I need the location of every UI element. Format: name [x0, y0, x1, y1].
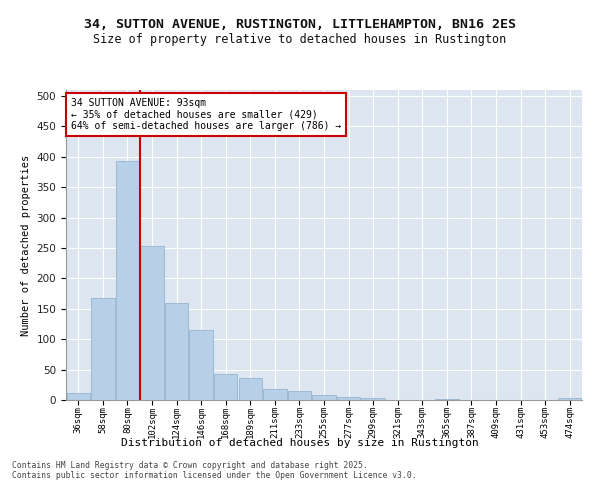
Text: Contains HM Land Registry data © Crown copyright and database right 2025.
Contai: Contains HM Land Registry data © Crown c…: [12, 460, 416, 480]
Bar: [214, 374, 238, 400]
Bar: [313, 395, 335, 400]
Bar: [263, 389, 287, 400]
Bar: [190, 330, 213, 400]
Bar: [337, 397, 360, 400]
Bar: [116, 161, 139, 400]
Bar: [288, 392, 311, 400]
Bar: [67, 392, 90, 400]
Bar: [91, 298, 115, 400]
Text: Size of property relative to detached houses in Rustington: Size of property relative to detached ho…: [94, 32, 506, 46]
Bar: [140, 246, 164, 400]
Text: 34 SUTTON AVENUE: 93sqm
← 35% of detached houses are smaller (429)
64% of semi-d: 34 SUTTON AVENUE: 93sqm ← 35% of detache…: [71, 98, 341, 131]
Bar: [361, 398, 385, 400]
Bar: [558, 398, 581, 400]
Bar: [165, 302, 188, 400]
Text: 34, SUTTON AVENUE, RUSTINGTON, LITTLEHAMPTON, BN16 2ES: 34, SUTTON AVENUE, RUSTINGTON, LITTLEHAM…: [84, 18, 516, 30]
Text: Distribution of detached houses by size in Rustington: Distribution of detached houses by size …: [121, 438, 479, 448]
Bar: [239, 378, 262, 400]
Y-axis label: Number of detached properties: Number of detached properties: [21, 154, 31, 336]
Bar: [435, 399, 458, 400]
